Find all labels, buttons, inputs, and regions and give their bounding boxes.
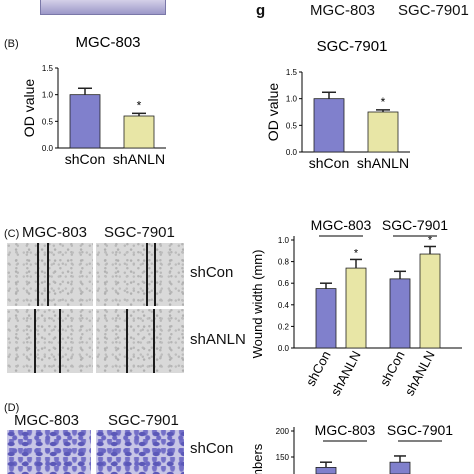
od-mgc-bar-shcon (69, 94, 101, 149)
invasion-ytick-label: 200 (276, 427, 290, 436)
invasion-group-title: SGC-7901 (387, 422, 453, 438)
od-mgc-title: MGC-803 (75, 34, 140, 51)
invasion-bar-1 (389, 461, 411, 474)
invasion-ylabel: numbers (250, 443, 265, 474)
panel-d-label: (D) (4, 402, 20, 414)
wound-bar-0 (315, 288, 337, 349)
wound-image-sgc-shcon (96, 243, 184, 306)
invasion-image-sgc-shcon (96, 430, 184, 474)
wound-ytick-label: 0.6 (278, 279, 290, 288)
invasion-image-mgc-shcon (7, 430, 91, 474)
od-mgc-ytick-label: 0.0 (42, 144, 54, 153)
wound-ytick-label: 0.4 (278, 301, 290, 310)
wound-significance: * (428, 234, 433, 246)
panel-d-row-shcon: shCon (190, 440, 234, 457)
wound-ytick-label: 1.0 (278, 236, 290, 245)
panel-b-label: (B) (4, 38, 19, 50)
wound-group-title: SGC-7901 (382, 217, 448, 233)
panel-letter-g: g (256, 2, 266, 19)
wound-ylabel: Wound width (mm) (250, 250, 265, 359)
wound-ytick-label: 0.0 (278, 344, 290, 353)
wound-image-mgc-shanln (7, 309, 93, 373)
od-sgc-significance: * (381, 95, 386, 109)
wound-bar-2 (389, 278, 411, 349)
invasion-chart: numbers 200 150 MGC-803 SGC-7901 (250, 422, 453, 474)
wound-significance: * (354, 247, 359, 259)
od-sgc-ytick-label: 0.0 (286, 148, 298, 157)
od-sgc-xtick-label: shANLN (357, 155, 409, 171)
od-chart-mgc: MGC-803 OD value 0.0 0.5 1.0 1.5 shCon * shANLN (21, 34, 166, 167)
wound-image-sgc-shanln (96, 309, 184, 373)
panel-c-row-shanln: shANLN (190, 331, 246, 348)
wound-bar-1 (345, 267, 367, 349)
wound-image-mgc-shcon (7, 243, 93, 306)
od-sgc-ytick-label: 0.5 (286, 121, 298, 130)
panel-d-mgc-title: MGC-803 (14, 412, 80, 429)
invasion-bar-0 (315, 467, 337, 474)
wound-xtick-label: shCon (377, 348, 408, 388)
panel-d-sgc-title: SGC-7901 (108, 412, 179, 429)
panel-c-sgc-title: SGC-7901 (104, 224, 175, 241)
od-sgc-ytick-label: 1.0 (286, 95, 298, 104)
od-mgc-ytick-label: 0.5 (42, 117, 54, 126)
od-sgc-xtick-label: shCon (309, 155, 349, 171)
wound-ytick-label: 0.8 (278, 258, 290, 267)
od-chart-sgc: SGC-7901 OD value 0.0 0.5 1.0 1.5 shCon * shANLN (265, 38, 410, 171)
wound-bar-3 (419, 253, 441, 349)
od-mgc-ytick-label: 1.5 (42, 64, 54, 73)
od-mgc-significance: * (137, 98, 142, 112)
od-sgc-ytick-label: 1.5 (286, 68, 298, 77)
od-sgc-bar-shanln (367, 111, 399, 153)
top-western-blot-strip (40, 0, 166, 15)
od-mgc-ytick-label: 1.0 (42, 91, 54, 100)
invasion-ytick-label: 150 (276, 453, 290, 462)
od-sgc-ylabel: OD value (265, 83, 281, 142)
panel-c-label: (C) (4, 228, 20, 240)
wound-group-title: MGC-803 (311, 217, 372, 233)
invasion-group-title: MGC-803 (315, 422, 376, 438)
od-sgc-bar-shcon (313, 98, 345, 153)
panel-c-row-shcon: shCon (190, 264, 234, 281)
wound-width-chart: Wound width (mm) 0.0 0.2 0.4 0.6 0.8 1.0 shCon *… (250, 217, 462, 398)
top-mgc-label: MGC-803 (310, 2, 376, 19)
od-mgc-ylabel: OD value (21, 79, 37, 138)
panel-c-mgc-title: MGC-803 (22, 224, 88, 241)
od-mgc-xtick-label: shANLN (113, 151, 165, 167)
od-mgc-bar-shanln (123, 115, 155, 149)
wound-xtick-label: shCon (303, 348, 334, 388)
od-mgc-xtick-label: shCon (65, 151, 105, 167)
top-sgc-label: SGC-7901 (398, 2, 469, 19)
od-sgc-title: SGC-7901 (317, 38, 388, 55)
wound-ytick-label: 0.2 (278, 322, 290, 331)
